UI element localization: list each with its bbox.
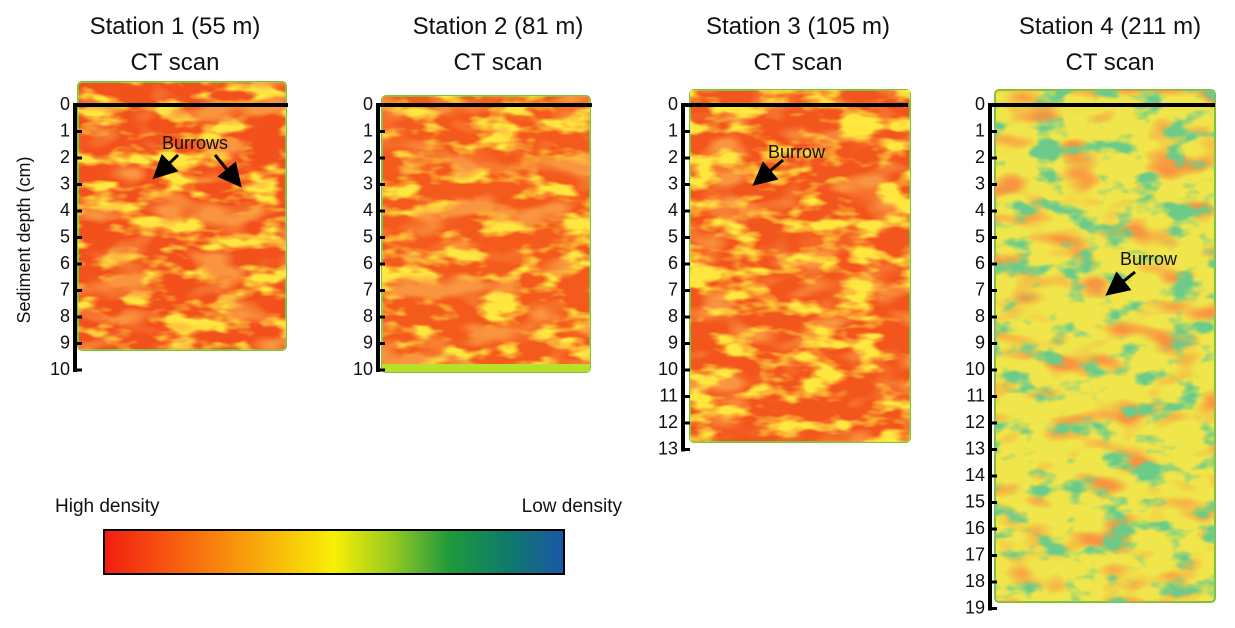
annotation-arrow [1105,270,1136,296]
depth-tick-label: 7 [975,279,985,299]
panel-subtitle: CT scan [754,49,843,76]
y-axis-label: Sediment depth (cm) [14,156,34,323]
depth-tick-label: 11 [966,385,985,405]
ct-texture [995,90,1215,602]
panel: Station 3 (105 m)CT scan0123456789101112… [658,13,911,458]
ct-texture [690,90,910,442]
depth-tick-label: 5 [60,226,70,246]
panel-subtitle: CT scan [131,49,220,76]
depth-tick-label: 7 [668,279,678,299]
depth-tick-label: 0 [363,94,373,114]
depth-tick-label: 4 [60,200,70,220]
depth-tick-label: 10 [50,359,70,379]
depth-tick-label: 16 [965,518,985,538]
depth-tick-label: 1 [363,120,373,140]
depth-tick-label: 4 [363,200,373,220]
panel-title: Station 4 (211 m) [1019,13,1201,40]
depth-tick-label: 8 [60,306,70,326]
depth-tick-label: 0 [975,94,985,114]
annotation: Burrow [768,142,826,162]
depth-tick-label: 6 [363,253,373,273]
ct-edge [382,364,590,372]
panel-subtitle: CT scan [454,49,543,76]
panel-title: Station 3 (105 m) [706,13,890,40]
depth-tick-label: 1 [60,120,70,140]
ct-texture [382,96,590,372]
depth-tick-label: 18 [965,571,985,591]
depth-tick-label: 9 [975,332,985,352]
depth-tick-label: 8 [363,306,373,326]
depth-tick-label: 3 [363,173,373,193]
panel: Station 2 (81 m) CT scan 0 1 2 3 4 5 6 7 8 9 10 [353,13,592,379]
colorbar-right-label: Low density [522,496,623,517]
depth-tick-label: 14 [965,465,985,485]
depth-tick-label: 2 [363,147,373,167]
depth-tick-label: 8 [975,306,985,326]
ct-texture [78,82,286,350]
panel: Station 1 (55 m) CT scan 0 1 2 3 4 5 6 7 8 9 10 Burro… [50,13,288,379]
depth-tick-label: 9 [363,332,373,352]
panel: Station 4 (211 m)CT scan0123456789101112… [965,13,1216,617]
depth-tick-label: 6 [60,253,70,273]
depth-tick-label: 7 [363,279,373,299]
depth-tick-label: 2 [975,147,985,167]
panel-title: Station 1 (55 m) [90,13,261,40]
depth-tick-label: 6 [975,253,985,273]
depth-tick-label: 11 [659,385,678,405]
colorbar [103,529,565,575]
depth-tick-label: 17 [965,544,985,564]
annotation: Burrows [162,133,228,153]
annotation-arrow [152,153,180,180]
depth-tick-label: 5 [975,226,985,246]
depth-tick-label: 4 [668,200,678,220]
depth-tick-label: 3 [975,173,985,193]
colorbar-left-label: High density [55,496,160,517]
depth-tick-label: 3 [60,173,70,193]
depth-tick-label: 4 [975,200,985,220]
panel-subtitle: CT scan [1066,49,1155,76]
depth-tick-label: 1 [975,120,985,140]
depth-tick-label: 7 [60,279,70,299]
depth-tick-label: 9 [60,332,70,352]
depth-tick-label: 12 [965,412,985,432]
depth-tick-label: 2 [668,147,678,167]
depth-tick-label: 6 [668,253,678,273]
depth-tick-label: 10 [658,359,678,379]
annotation-arrow [752,158,784,186]
depth-tick-label: 10 [965,359,985,379]
annotation: Burrow [1120,249,1178,269]
depth-tick-label: 12 [658,412,678,432]
depth-tick-label: 10 [353,359,373,379]
depth-tick-label: 0 [668,94,678,114]
depth-tick-label: 0 [60,94,70,114]
depth-tick-label: 5 [363,226,373,246]
depth-tick-label: 8 [668,306,678,326]
depth-tick-label: 3 [668,173,678,193]
depth-tick-label: 19 [965,597,985,617]
depth-tick-label: 15 [965,491,985,511]
annotation-arrow [213,154,242,188]
depth-tick-label: 13 [658,438,678,458]
depth-tick-label: 13 [965,438,985,458]
depth-tick-label: 9 [668,332,678,352]
depth-tick-label: 1 [668,120,678,140]
panel-title: Station 2 (81 m) [413,13,584,40]
depth-tick-label: 5 [668,226,678,246]
depth-tick-label: 2 [60,147,70,167]
